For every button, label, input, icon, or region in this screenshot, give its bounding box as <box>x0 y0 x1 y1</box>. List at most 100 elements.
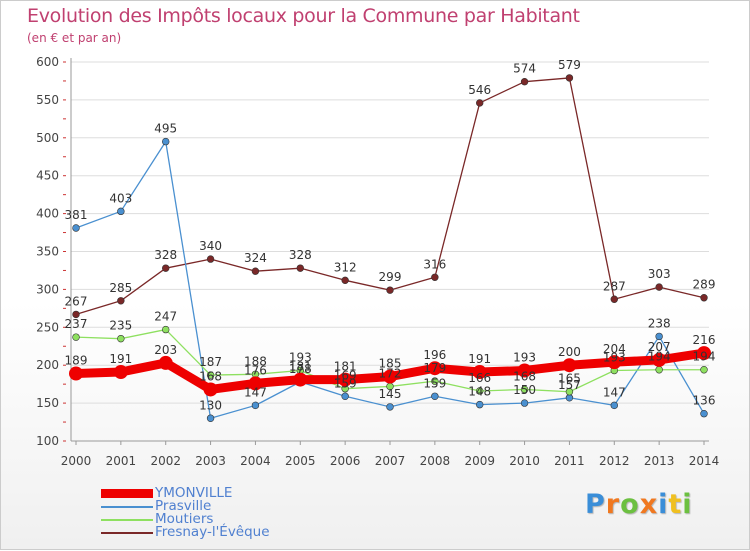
logo-letter: x <box>639 489 659 520</box>
data-label: 150 <box>513 383 536 397</box>
data-point <box>517 363 532 378</box>
x-tick-label: 2000 <box>61 454 92 468</box>
data-label: 267 <box>65 294 88 308</box>
data-label: 188 <box>244 354 267 368</box>
data-label: 328 <box>289 248 312 262</box>
data-point <box>386 286 394 294</box>
y-tick-label: 450 <box>36 169 59 183</box>
data-point <box>655 332 663 341</box>
data-point <box>431 273 439 281</box>
data-point <box>652 352 667 367</box>
data-point <box>72 224 80 232</box>
data-point <box>655 283 663 291</box>
data-point <box>296 264 304 272</box>
data-point <box>610 295 618 303</box>
data-label: 203 <box>154 343 177 357</box>
data-point <box>117 297 125 305</box>
data-label: 136 <box>693 394 716 408</box>
data-label: 216 <box>693 333 716 347</box>
y-tick-label: 100 <box>36 434 59 448</box>
legend-swatch <box>101 489 153 498</box>
y-tick-label: 500 <box>36 131 59 145</box>
data-label: 172 <box>379 366 402 380</box>
data-label: 147 <box>244 385 267 399</box>
legend-label: Prasville <box>155 498 212 514</box>
data-label: 287 <box>603 279 626 293</box>
data-label: 181 <box>289 360 312 374</box>
data-label: 193 <box>513 351 536 365</box>
data-label: 403 <box>109 191 132 205</box>
series-lines <box>69 74 711 422</box>
logo-letter: r <box>605 489 621 520</box>
data-label: 169 <box>334 369 357 383</box>
data-point <box>72 333 80 341</box>
y-tick-label: 550 <box>36 93 59 107</box>
data-point <box>206 371 215 379</box>
data-label: 187 <box>199 355 222 369</box>
data-label: 178 <box>289 362 312 376</box>
data-label: 303 <box>648 267 671 281</box>
legend-label: YMONVILLE <box>155 485 233 501</box>
data-label: 191 <box>468 352 491 366</box>
data-point <box>341 276 349 285</box>
data-label: 579 <box>558 58 581 72</box>
data-point <box>476 400 484 409</box>
data-point <box>158 355 173 370</box>
y-tick-label: 250 <box>36 320 59 334</box>
logo-letter: i <box>682 489 693 520</box>
data-label: 157 <box>558 378 581 392</box>
data-point <box>520 385 529 394</box>
data-point <box>251 401 260 410</box>
y-tick-label: 200 <box>36 358 59 372</box>
data-label: 546 <box>468 83 491 97</box>
data-label: 145 <box>379 387 402 401</box>
chart-title: Evolution des Impôts locaux pour la Comm… <box>27 5 580 27</box>
data-labels: 189 191 203 168 176 181 181 185 196 191 193 200 204 2… <box>65 58 716 412</box>
x-tick-label: 2003 <box>195 454 226 468</box>
data-point <box>117 334 125 343</box>
data-point <box>427 361 442 376</box>
logo-letter: o <box>620 489 640 520</box>
data-label: 159 <box>423 376 446 390</box>
data-point <box>206 414 215 422</box>
data-label: 299 <box>379 270 402 284</box>
x-tick-label: 2013 <box>644 454 675 468</box>
x-tick-label: 2010 <box>509 454 540 468</box>
data-label: 235 <box>109 319 132 333</box>
x-tick-label: 2009 <box>464 454 495 468</box>
data-point <box>610 401 618 410</box>
data-point <box>431 392 439 400</box>
data-label: 181 <box>334 360 357 374</box>
data-point <box>293 372 308 387</box>
data-label: 316 <box>423 257 446 271</box>
x-tick-label: 2008 <box>420 454 451 468</box>
data-point <box>386 403 394 411</box>
chart-subtitle: (en € et par an) <box>27 31 122 45</box>
data-point <box>565 388 574 396</box>
y-tick-label: 600 <box>36 55 59 69</box>
data-point <box>655 366 663 374</box>
y-tick-label: 150 <box>36 396 59 410</box>
data-point <box>697 346 711 361</box>
data-point <box>700 294 708 302</box>
y-tick-label: 350 <box>36 245 59 259</box>
data-point <box>520 399 529 407</box>
data-point <box>383 369 397 384</box>
data-label: 193 <box>603 351 626 365</box>
logo-letter: t <box>668 489 683 520</box>
data-point <box>562 358 577 373</box>
data-label: 340 <box>199 239 222 253</box>
data-point <box>338 372 353 387</box>
data-point <box>203 382 218 397</box>
data-label: 194 <box>648 350 671 364</box>
y-tick-label: 300 <box>36 282 59 296</box>
data-point <box>520 78 529 86</box>
data-point <box>565 74 574 82</box>
x-tick-label: 2012 <box>599 454 630 468</box>
data-label: 312 <box>334 260 357 274</box>
data-point <box>607 355 622 370</box>
data-label: 193 <box>289 351 312 365</box>
data-label: 324 <box>244 251 267 265</box>
data-label: 200 <box>558 345 581 359</box>
